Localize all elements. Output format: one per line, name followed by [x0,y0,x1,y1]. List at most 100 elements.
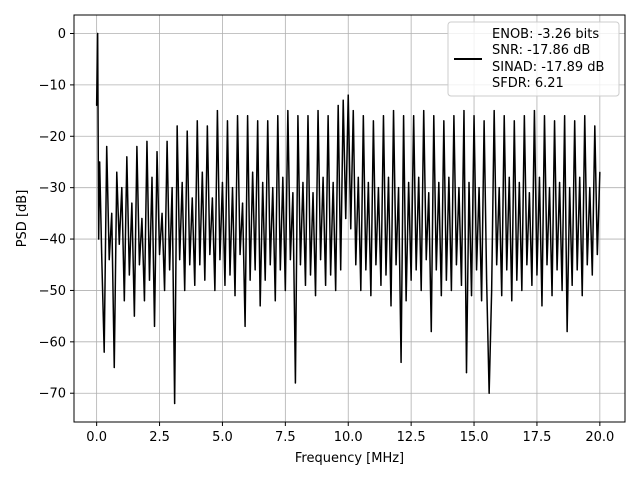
psd-data-point [335,289,337,292]
psd-data-point [309,274,312,276]
psd-data-point [516,279,518,281]
psd-data-point [209,253,211,256]
psd-data-point [174,402,176,405]
psd-data-point [257,120,259,122]
psd-data-point [294,382,297,384]
psd-data-point [269,264,271,266]
psd-data-point [181,181,183,184]
psd-data-point [440,294,442,297]
psd-data-point [365,269,367,271]
psd-data-point [536,274,538,276]
legend-box [447,21,620,97]
psd-data-point [138,264,141,266]
psd-data-point [574,120,576,122]
psd-data-point [448,176,450,178]
psd-data-point [148,279,151,281]
x-tick-label: 10.0 [334,430,363,445]
psd-data-point [362,115,364,117]
psd-data-point [430,330,432,333]
psd-data-point [234,294,236,297]
psd-data-point [445,279,447,281]
psd-data-point [508,176,510,178]
psd-data-point [576,269,578,271]
psd-data-point [453,115,455,117]
y-tick-label: −70 [39,387,66,402]
psd-data-point [153,325,156,328]
psd-data-point [438,181,440,184]
psd-data-point [591,274,593,276]
psd-data-point [566,330,568,333]
y-axis-ticks: 0 −10 −20 −30 −40 −50 −60 −70 [39,27,74,402]
psd-data-point [297,115,299,117]
x-tick-label: 15.0 [460,430,489,445]
psd-data-point [596,253,598,256]
psd-data-point [589,187,591,189]
psd-data-point [375,264,377,266]
psd-data-point [169,269,171,271]
psd-data-point [158,253,161,256]
psd-data-point [443,120,445,122]
psd-data-point [518,181,520,184]
y-tick-label: −40 [39,233,66,248]
psd-data-point [108,259,110,261]
psd-data-point [405,300,407,302]
psd-data-point [498,187,500,189]
psd-data-point [317,109,319,112]
psd-data-point [123,300,125,302]
psd-data-point [503,115,505,117]
psd-data-point [156,151,158,153]
psd-data-point [347,94,349,96]
psd-data-point [533,109,536,112]
psd-data-point [219,259,221,261]
x-tick-label: 2.5 [149,430,170,445]
psd-data-point [571,284,573,286]
psd-data-point [478,187,480,189]
psd-data-point [526,264,528,266]
psd-data-point [465,372,468,374]
psd-data-point [249,279,251,281]
psd-data-point [191,197,193,199]
psd-data-point [428,192,430,194]
psd-data-point [277,115,279,117]
psd-data-point [408,181,410,184]
psd-data-point [380,284,382,286]
psd-data-point [179,259,181,261]
psd-data-point [385,274,387,276]
psd-data-point [579,176,581,178]
psd-data-point [594,125,596,127]
psd-data-point [189,264,191,266]
psd-data-point [247,115,249,117]
psd-data-point [289,259,291,261]
psd-data-point [553,120,556,122]
psd-data-point [128,274,130,276]
psd-data-point [581,294,583,297]
psd-data-point [340,269,342,271]
psd-data-point [141,217,143,220]
psd-data-point [538,176,541,178]
psd-data-point [226,120,229,122]
psd-data-point [345,217,347,220]
psd-data-point [252,171,254,173]
psd-data-point [206,125,208,127]
psd-data-point [521,289,523,292]
psd-data-point [97,32,99,35]
psd-data-point [171,187,173,189]
psd-data-point [307,115,309,117]
psd-data-point [216,109,219,112]
psd-data-point [460,284,463,286]
psd-data-point [491,289,493,292]
psd-data-point [506,269,508,271]
psd-data-point [415,269,417,271]
y-tick-label: −30 [39,181,66,196]
psd-data-point [221,181,224,184]
x-tick-label: 20.0 [585,430,614,445]
psd-data-point [146,140,148,143]
plot-area [95,32,601,405]
legend-line-sfdr: SFDR: 6.21 [492,76,564,91]
psd-data-point [556,269,558,271]
psd-data-point [224,284,226,286]
psd-data-point [96,104,98,107]
psd-data-point [564,115,566,117]
psd-data-point [350,228,352,230]
x-tick-label: 12.5 [397,430,426,445]
